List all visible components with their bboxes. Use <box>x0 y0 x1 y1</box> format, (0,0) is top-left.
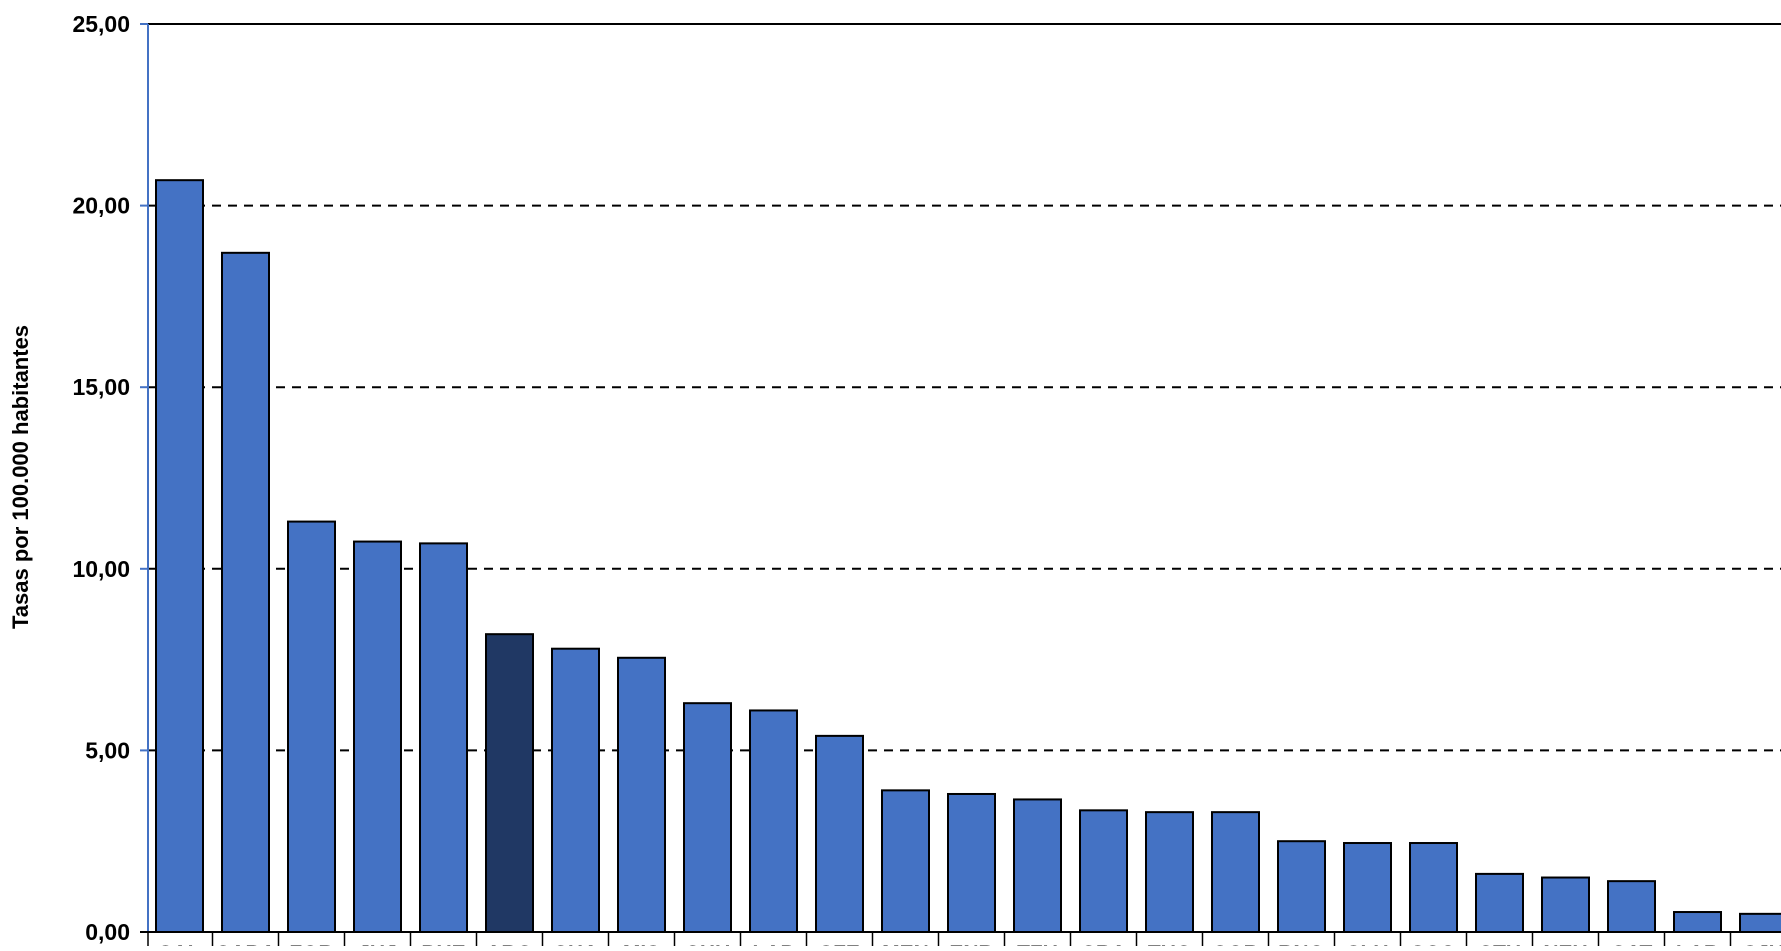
x-tick-label: CAT <box>1611 942 1653 946</box>
bar-cra <box>1079 809 1128 933</box>
bar-men <box>881 789 930 933</box>
bar-cor <box>1211 811 1260 933</box>
bar-juj <box>353 540 402 933</box>
x-tick-label: ENR <box>949 942 993 946</box>
bar-neu <box>1541 876 1590 934</box>
x-tick-label: BUE <box>421 942 465 946</box>
x-tick-label: SAL <box>159 942 201 946</box>
bar-bue <box>419 542 468 933</box>
bar-ctu <box>1475 872 1524 933</box>
bars <box>155 179 1781 934</box>
x-tick-label: LAP <box>753 942 795 946</box>
axes <box>140 23 1781 946</box>
x-tick-label: COR <box>1212 942 1259 946</box>
y-tick-label: 25,00 <box>72 11 130 37</box>
y-axis-title: Tasas por 100.000 habitantes <box>8 325 33 629</box>
x-tick-label: TFU <box>1017 942 1058 946</box>
bar-slu <box>1343 842 1392 933</box>
x-tick-label: SFE <box>819 942 860 946</box>
bar-chu <box>683 702 732 934</box>
bar-tuc <box>1145 811 1194 933</box>
x-tick-label: ARG <box>486 942 533 946</box>
x-tick-label: SCO <box>1411 942 1457 946</box>
bar-sal <box>155 179 204 933</box>
x-tick-label: CTU <box>1478 942 1521 946</box>
x-tick-label: CHA <box>553 942 599 946</box>
bar-lar <box>1673 911 1722 933</box>
bar-cha <box>551 647 600 933</box>
x-tick-label: NEU <box>1543 942 1587 946</box>
x-tick-label: LAR <box>1676 942 1719 946</box>
x-tick-label: MIS <box>623 942 660 946</box>
bar-for <box>287 520 336 933</box>
bar-tfu <box>1013 798 1062 933</box>
bar-mis <box>617 656 666 933</box>
x-tick-label: CHU <box>685 942 731 946</box>
bar-lap <box>749 709 798 933</box>
bar-caba <box>221 251 270 934</box>
bar-rno <box>1277 840 1326 934</box>
y-tick-label: 5,00 <box>85 737 130 763</box>
x-tick-label: RNO <box>1278 942 1325 946</box>
bar-enr <box>947 792 996 934</box>
bar-sfe <box>815 734 864 934</box>
x-tick-label: TUC <box>1148 942 1191 946</box>
bar-cat <box>1607 880 1656 933</box>
y-tick-label: 10,00 <box>72 556 130 582</box>
x-tick-label: FOR <box>289 942 333 946</box>
y-tick-label: 15,00 <box>72 374 130 400</box>
x-tick-label: CRA <box>1081 942 1127 946</box>
bar-arg <box>485 633 534 934</box>
x-tick-label: CABA <box>215 942 276 946</box>
x-tick-label: SJU <box>1743 942 1781 946</box>
x-tick-label: SLU <box>1347 942 1389 946</box>
bar-sco <box>1409 842 1458 933</box>
y-tick-label: 0,00 <box>85 919 130 945</box>
x-tick-label: JUJ <box>358 942 397 946</box>
y-tick-label: 20,00 <box>72 193 130 219</box>
bar-sju <box>1739 912 1781 934</box>
x-tick-label: MEN <box>882 942 929 946</box>
